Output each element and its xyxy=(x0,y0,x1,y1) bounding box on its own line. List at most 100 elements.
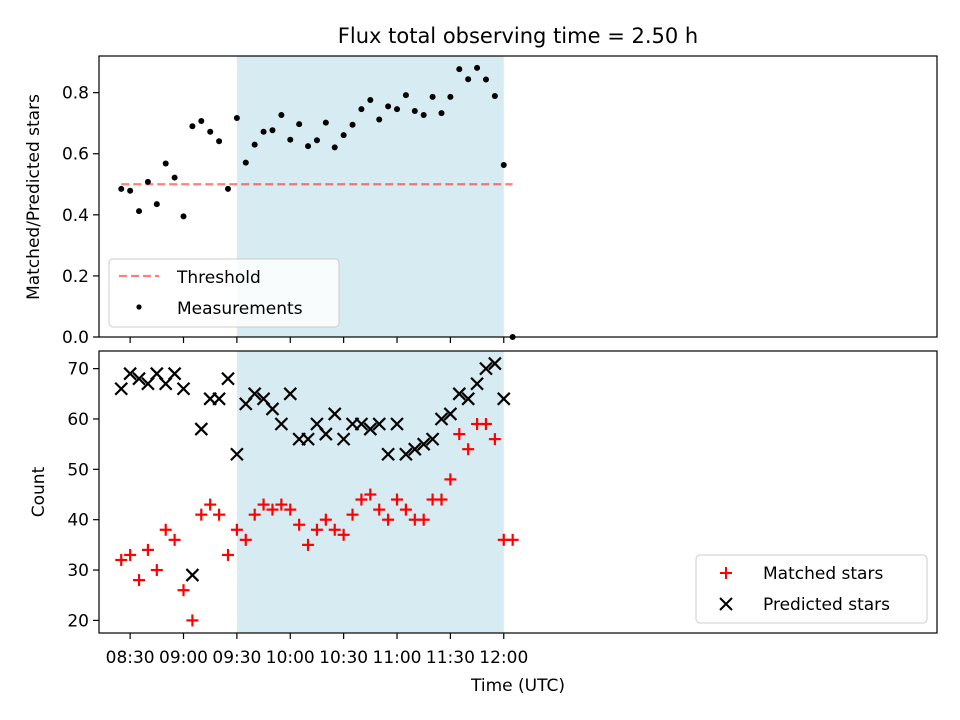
matched-star-point xyxy=(213,508,226,521)
measurement-point xyxy=(296,121,303,128)
matched-star-point xyxy=(382,513,395,526)
matched-star-point xyxy=(257,498,270,511)
measurement-point xyxy=(411,107,418,114)
count-legend-box xyxy=(695,554,928,624)
predicted-star-point xyxy=(479,361,493,376)
matched-star-point xyxy=(373,503,386,516)
predicted-star-point xyxy=(283,387,298,401)
matched-star-point xyxy=(479,418,492,431)
matched-star-point xyxy=(124,548,137,561)
predicted-star-point xyxy=(114,381,129,396)
matched-legend-label: Matched stars xyxy=(763,564,883,584)
predicted-star-point xyxy=(416,437,431,451)
measurement-point xyxy=(394,106,401,113)
predicted-star-point xyxy=(425,432,440,446)
measurement-point xyxy=(313,137,320,144)
predicted-star-point xyxy=(452,387,467,401)
count-y-tick-label: 30 xyxy=(67,561,89,581)
measurement-point xyxy=(233,115,240,122)
count-x-tick-label: 09:00 xyxy=(159,648,208,668)
matched-star-point xyxy=(328,523,341,536)
measurement-point xyxy=(180,213,187,220)
measurement-point xyxy=(260,128,267,135)
matched-star-point xyxy=(444,473,457,486)
count-y-tick-label: 40 xyxy=(67,511,89,531)
measurement-point xyxy=(322,119,329,126)
ratio-y-tick-label: 0.8 xyxy=(62,84,89,104)
predicted-star-point xyxy=(470,376,484,391)
predicted-star-point xyxy=(327,407,342,421)
measurement-point xyxy=(305,143,312,150)
measurement-point xyxy=(118,185,125,192)
predicted-star-point xyxy=(230,447,244,462)
matched-star-point xyxy=(346,508,359,521)
measurement-point xyxy=(429,93,436,100)
measurement-point xyxy=(376,116,383,123)
measurement-point xyxy=(189,123,196,130)
predicted-star-point xyxy=(176,381,191,396)
measurement-point xyxy=(367,96,374,103)
ratio-y-tick-label: 0.0 xyxy=(62,328,89,348)
matched-star-point xyxy=(115,553,128,566)
predicted-star-point xyxy=(434,412,449,426)
predicted-star-point xyxy=(381,447,395,462)
count-y-tick-label: 50 xyxy=(67,460,89,480)
matched-star-point xyxy=(488,433,501,446)
measurement-point xyxy=(216,138,223,145)
matched-star-point xyxy=(186,614,199,627)
ratio-y-axis-label: Matched/Predicted stars xyxy=(24,94,44,300)
predicted-star-points xyxy=(114,356,511,582)
matched-star-point xyxy=(150,564,163,577)
predicted-star-point xyxy=(336,432,351,446)
predicted-star-point xyxy=(123,366,137,381)
matched-star-point xyxy=(230,523,243,536)
ratio-measurement-points xyxy=(118,64,516,340)
ratio-y-tick-label: 0.6 xyxy=(62,145,89,165)
count-x-tick-label: 11:30 xyxy=(426,648,475,668)
measurement-point xyxy=(287,136,294,143)
count-x-tick-label: 12:00 xyxy=(479,648,528,668)
matched-legend-swatch xyxy=(720,567,732,579)
matched-star-point xyxy=(195,508,208,521)
measurement-point xyxy=(207,128,214,135)
matched-star-point xyxy=(364,488,377,501)
predicted-star-point xyxy=(443,407,458,421)
measurement-point xyxy=(349,121,356,128)
count-x-tick-label: 08:30 xyxy=(106,648,155,668)
predicted-star-point xyxy=(132,371,146,386)
matched-star-point xyxy=(435,493,448,506)
measurement-point xyxy=(358,106,365,113)
matched-star-point xyxy=(284,503,297,516)
count-plot-frame xyxy=(98,350,938,634)
matched-star-point xyxy=(302,538,315,551)
measurement-point xyxy=(402,92,409,99)
matched-star-point xyxy=(399,503,412,516)
matched-star-point xyxy=(133,574,146,587)
matched-star-point xyxy=(310,523,323,536)
measurement-point xyxy=(127,187,134,194)
measurement-point xyxy=(278,111,285,118)
matched-star-point xyxy=(159,523,172,536)
matched-star-point xyxy=(168,533,181,546)
ratio-legend-box xyxy=(108,258,340,328)
measurement-point xyxy=(500,162,507,169)
predicted-star-point xyxy=(408,442,422,456)
predicted-star-point xyxy=(363,422,378,436)
matched-star-point xyxy=(141,543,154,556)
matched-star-point xyxy=(417,513,430,526)
measurements-legend-label: Measurements xyxy=(177,299,303,319)
ratio-legend: Threshold Measurements xyxy=(108,258,340,328)
predicted-star-point xyxy=(496,392,511,406)
measurement-point xyxy=(491,93,498,100)
predicted-star-point xyxy=(274,417,289,431)
measurement-point xyxy=(474,64,481,71)
ratio-gridless-axes: 0.0 0.2 0.4 0.6 0.8 xyxy=(62,84,505,348)
matched-star-point xyxy=(319,513,332,526)
measurement-point xyxy=(251,141,258,148)
predicted-star-point xyxy=(167,366,182,381)
count-y-tick-label: 20 xyxy=(67,611,89,631)
predicted-star-point xyxy=(372,417,387,431)
ratio-y-tick-label: 0.4 xyxy=(62,206,89,226)
count-y-tick-label: 60 xyxy=(67,410,89,430)
